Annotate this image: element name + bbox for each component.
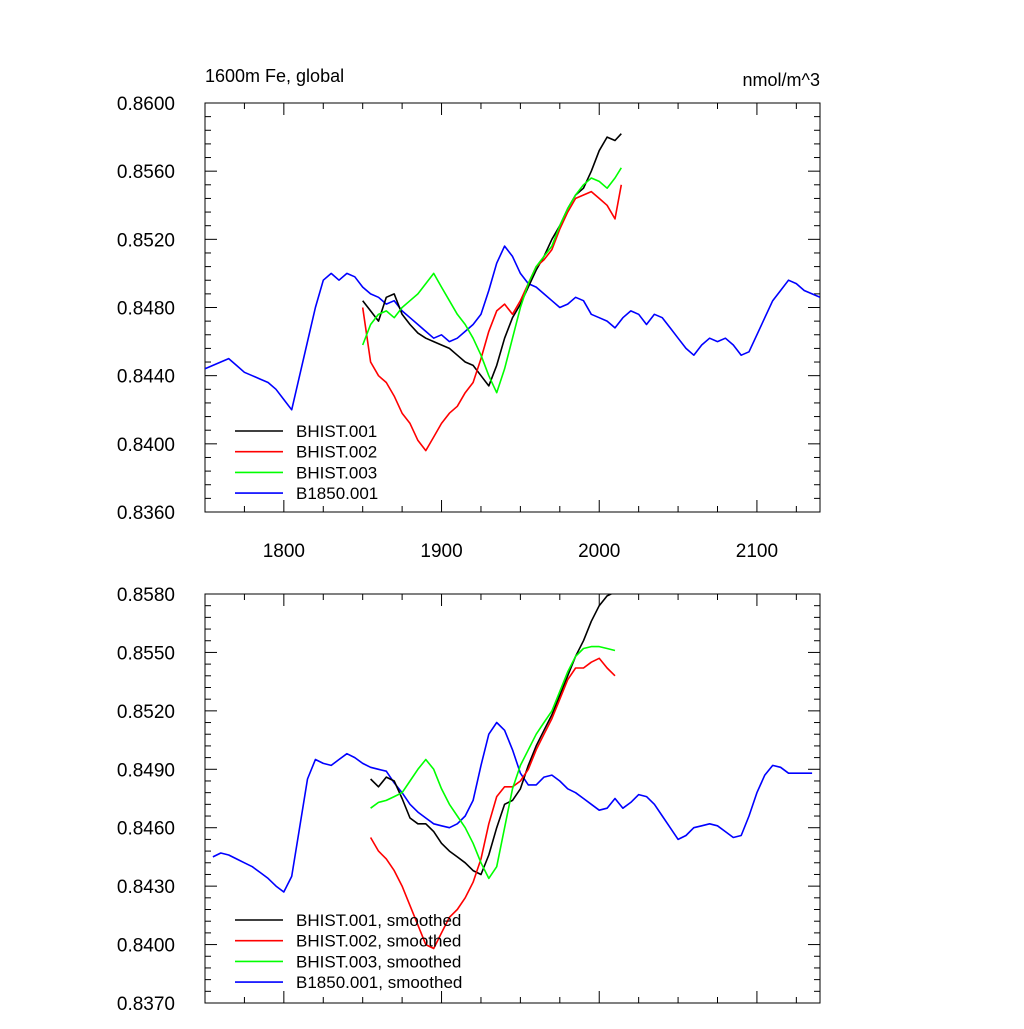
x-tick-label: 1800 (263, 541, 305, 562)
x-tick-label: 1900 (420, 541, 462, 562)
y-tick-label: 0.8580 (117, 585, 175, 606)
series-line-bhist-001 (362, 133, 622, 387)
y-tick-label: 0.8520 (117, 702, 175, 723)
legend-label: B1850.001, smoothed (296, 973, 462, 992)
legend-label: BHIST.002, smoothed (296, 932, 461, 951)
units-label: nmol/m^3 (743, 70, 820, 90)
y-tick-label: 0.8400 (117, 936, 175, 957)
series-line-b1850-001 (205, 245, 820, 411)
x-tick-label: 2100 (736, 541, 778, 562)
x-tick-label: 2000 (578, 541, 620, 562)
y-tick-label: 0.8550 (117, 643, 175, 664)
y-tick-label: 0.8600 (117, 94, 175, 115)
y-tick-label: 0.8480 (117, 299, 175, 320)
series-line-bhist-003 (361, 167, 622, 394)
y-tick-label: 0.8360 (117, 503, 175, 524)
legend-label: BHIST.003 (296, 463, 377, 482)
chart-title: 1600m Fe, global (205, 66, 344, 86)
legend-label: BHIST.001, smoothed (296, 911, 461, 930)
series-line-bhist-003-smoothed (370, 645, 616, 880)
y-tick-label: 0.8370 (117, 994, 175, 1015)
legend-label: BHIST.001 (296, 422, 377, 441)
top-panel: 0.8360 0.8400 0.8440 0.8480 0.8520 0.8560 0.86… (117, 66, 821, 562)
plot-frame (204, 593, 821, 1004)
y-tick-label: 0.8490 (117, 760, 175, 781)
bottom-panel: 0.8370 0.8400 0.8430 0.8460 0.8490 0.8520 0.85… (117, 585, 821, 1015)
y-tick-label: 0.8400 (117, 435, 175, 456)
y-tick-label: 0.8440 (117, 367, 175, 388)
y-tick-label: 0.8430 (117, 877, 175, 898)
legend-label: B1850.001 (296, 484, 378, 503)
legend-label: BHIST.003, smoothed (296, 952, 461, 971)
series-line-bhist-002 (361, 184, 623, 452)
y-tick-label: 0.8460 (117, 819, 175, 840)
series-line-bhist-002-smoothed (369, 657, 616, 950)
series-line-b1850-001-smoothed (212, 721, 813, 893)
series-line-bhist-001-smoothed (370, 594, 613, 876)
legend-label: BHIST.002 (296, 443, 377, 462)
y-tick-label: 0.8520 (117, 230, 175, 251)
y-tick-label: 0.8560 (117, 162, 175, 183)
